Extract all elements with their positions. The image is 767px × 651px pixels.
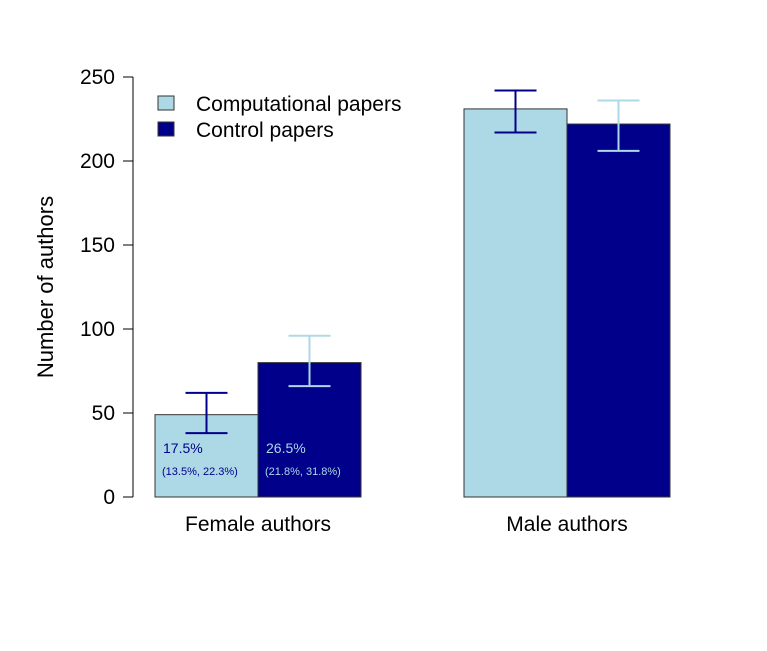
bar xyxy=(463,108,568,498)
legend-label: Control papers xyxy=(196,119,334,142)
legend-swatch xyxy=(157,121,175,137)
y-tick-label: 250 xyxy=(80,66,115,89)
bars xyxy=(154,108,671,498)
bar xyxy=(566,123,671,498)
confidence-interval-label: (21.8%, 31.8%) xyxy=(265,466,341,478)
x-category-label: Male authors xyxy=(506,513,627,536)
x-category-label: Female authors xyxy=(185,513,331,536)
legend-swatch xyxy=(157,95,175,111)
legend-label: Computational papers xyxy=(196,93,401,116)
y-axis-title: Number of authors xyxy=(33,196,58,378)
y-tick-label: 100 xyxy=(80,318,115,341)
bar-annotations: 17.5% (13.5%, 22.3%) 26.5% (21.8%, 31.8%) xyxy=(162,440,341,478)
y-tick-label: 0 xyxy=(103,486,115,509)
percentage-label: 17.5% xyxy=(163,440,203,456)
y-axis: 0 50 100 150 200 250 xyxy=(80,66,134,509)
percentage-label: 26.5% xyxy=(266,440,306,456)
confidence-interval-label: (13.5%, 22.3%) xyxy=(162,466,238,478)
y-tick-label: 200 xyxy=(80,150,115,173)
category-labels: Female authors Male authors xyxy=(185,513,628,536)
y-tick-label: 150 xyxy=(80,234,115,257)
legend: Computational papers Control papers xyxy=(157,93,401,142)
y-tick-label: 50 xyxy=(92,402,115,425)
error-bars xyxy=(185,89,640,435)
